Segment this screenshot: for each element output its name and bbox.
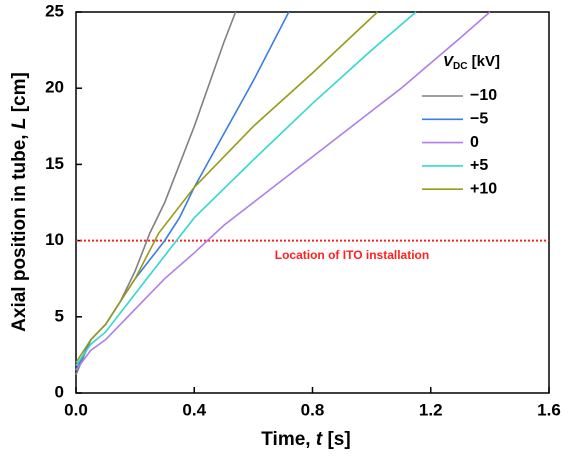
reference-label: Location of ITO installation: [275, 248, 429, 262]
y-title-symbol: L: [9, 118, 30, 130]
y-tick-label: 15: [45, 154, 64, 173]
legend-label: 0: [470, 134, 479, 151]
y-title-unit: [cm]: [9, 72, 30, 117]
legend-title-symbol: V: [443, 53, 455, 70]
y-tick-label: 20: [45, 78, 64, 97]
x-title-text: Time,: [261, 429, 316, 450]
legend-title-sub: DC: [453, 61, 467, 72]
x-title-symbol: t: [316, 429, 323, 450]
y-title-text: Axial position in tube,: [9, 129, 30, 332]
legend-label: +10: [470, 180, 497, 197]
x-axis-title: Time, t [s]: [261, 429, 350, 450]
legend-title: VDC [kV]: [443, 53, 500, 72]
x-tick-label: 0.4: [182, 400, 206, 419]
series-line: [75, 11, 491, 371]
y-tick-label: 25: [45, 1, 64, 20]
legend-label: +5: [470, 157, 488, 174]
y-tick-label: 0: [55, 382, 64, 401]
y-tick-label: 10: [45, 230, 64, 249]
x-tick-label: 0.8: [301, 400, 325, 419]
series-line: [75, 11, 237, 376]
series-line: [75, 11, 417, 367]
series-line: [75, 11, 379, 363]
y-axis-title: Axial position in tube, L [cm]: [9, 72, 30, 332]
legend-label: −5: [470, 111, 488, 128]
x-tick-label: 1.6: [537, 400, 561, 419]
x-title-unit: [s]: [322, 429, 351, 450]
legend-title-unit: [kV]: [467, 53, 500, 70]
y-tick-label: 5: [55, 306, 64, 325]
x-tick-label: 1.2: [419, 400, 443, 419]
legend-label: −10: [470, 87, 497, 104]
series-line: [75, 11, 290, 371]
x-tick-label: 0.0: [64, 400, 88, 419]
